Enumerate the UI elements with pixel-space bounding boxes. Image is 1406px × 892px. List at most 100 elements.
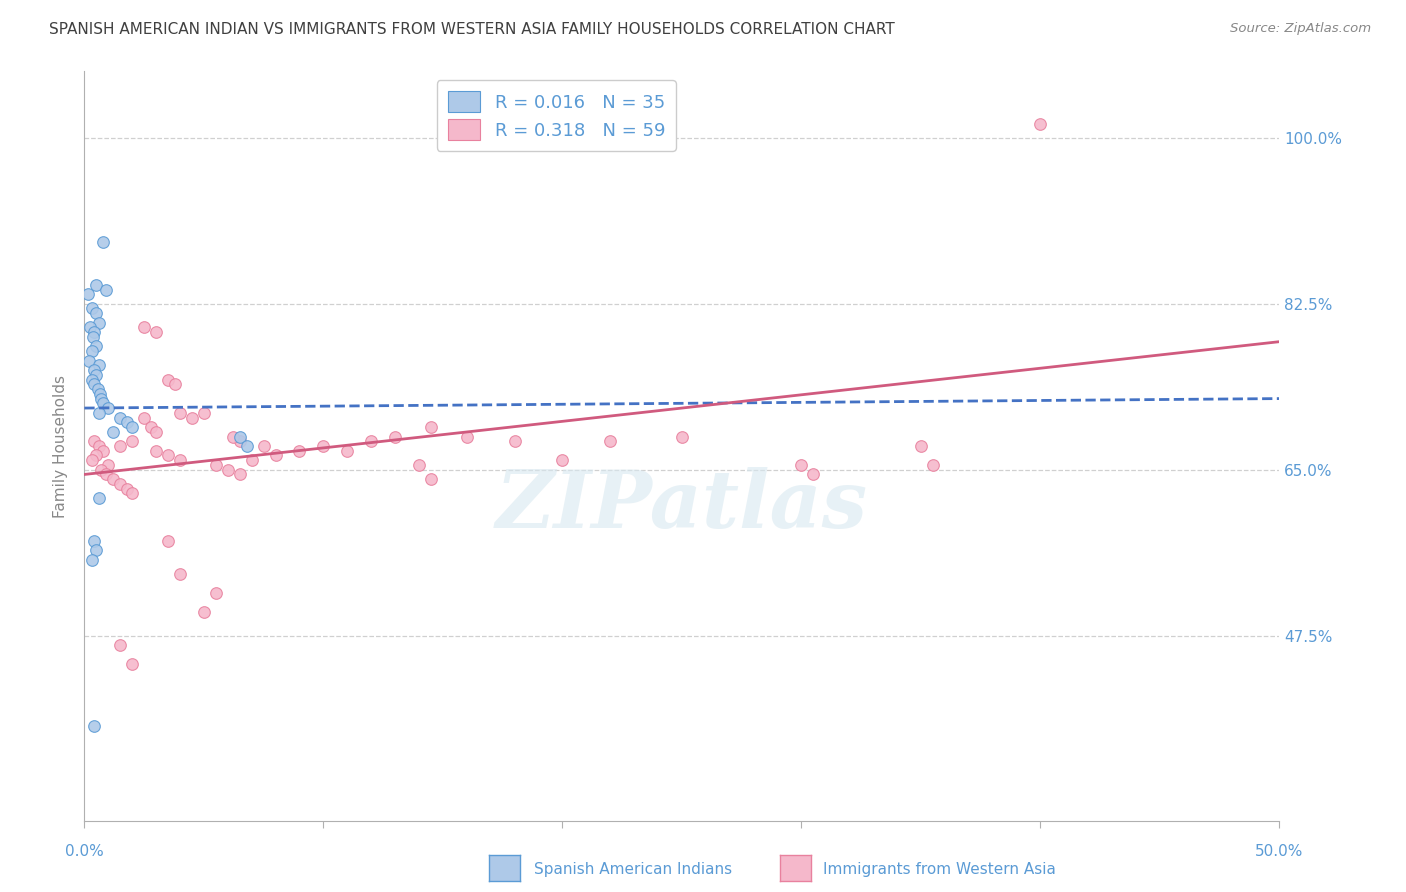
- Point: [110, 638, 132, 652]
- Point: [83, 719, 105, 733]
- Point: [86, 449, 108, 463]
- Point: [80, 453, 103, 467]
- Point: [101, 425, 124, 439]
- Point: [83, 533, 105, 548]
- Point: [86, 339, 108, 353]
- Point: [157, 533, 180, 548]
- Text: Source: ZipAtlas.com: Source: ZipAtlas.com: [1230, 22, 1371, 36]
- Point: [110, 477, 132, 491]
- Point: [229, 467, 252, 482]
- Point: [217, 463, 239, 477]
- Point: [97, 401, 120, 415]
- Point: [221, 429, 243, 443]
- Point: [420, 420, 443, 434]
- Point: [117, 415, 139, 429]
- Point: [336, 443, 359, 458]
- Point: [141, 420, 163, 434]
- Point: [110, 410, 132, 425]
- Point: [671, 429, 693, 443]
- Point: [121, 657, 143, 672]
- Point: [87, 316, 110, 330]
- Point: [264, 449, 287, 463]
- Point: [165, 377, 187, 392]
- Point: [157, 449, 180, 463]
- Point: [79, 320, 101, 334]
- Point: [90, 463, 112, 477]
- Point: [132, 320, 156, 334]
- Point: [790, 458, 813, 472]
- Point: [121, 486, 143, 500]
- Point: [503, 434, 526, 449]
- Point: [169, 406, 191, 420]
- Point: [236, 439, 259, 453]
- Point: [110, 439, 132, 453]
- Text: 0.0%: 0.0%: [65, 845, 104, 859]
- Point: [86, 382, 108, 396]
- Point: [90, 392, 112, 406]
- Point: [83, 363, 105, 377]
- Point: [922, 458, 945, 472]
- Point: [117, 482, 139, 496]
- Text: ZIPatlas: ZIPatlas: [496, 467, 868, 545]
- Point: [169, 453, 191, 467]
- Point: [312, 439, 335, 453]
- Point: [181, 410, 204, 425]
- Point: [86, 277, 108, 292]
- Point: [80, 344, 103, 359]
- Point: [240, 453, 263, 467]
- Point: [87, 359, 110, 373]
- Point: [910, 439, 932, 453]
- Point: [97, 458, 120, 472]
- Point: [599, 434, 621, 449]
- Point: [193, 406, 215, 420]
- Point: [80, 373, 103, 387]
- Point: [87, 439, 110, 453]
- Point: [86, 306, 108, 320]
- Point: [205, 586, 228, 600]
- Point: [121, 420, 143, 434]
- Point: [121, 434, 143, 449]
- Point: [205, 458, 228, 472]
- Y-axis label: Family Households: Family Households: [53, 375, 69, 517]
- Point: [94, 283, 117, 297]
- Text: Immigrants from Western Asia: Immigrants from Western Asia: [823, 863, 1056, 877]
- Point: [87, 491, 110, 505]
- Point: [77, 353, 100, 368]
- Point: [132, 410, 156, 425]
- Point: [80, 301, 103, 316]
- Point: [145, 425, 167, 439]
- Point: [82, 330, 104, 344]
- Point: [77, 287, 100, 301]
- Text: 50.0%: 50.0%: [1256, 845, 1303, 859]
- Point: [145, 325, 167, 339]
- Point: [408, 458, 430, 472]
- Point: [1029, 116, 1052, 130]
- Point: [193, 605, 215, 619]
- Point: [89, 387, 111, 401]
- Point: [551, 453, 574, 467]
- Point: [93, 235, 115, 249]
- Point: [93, 396, 115, 410]
- Point: [145, 443, 167, 458]
- Text: SPANISH AMERICAN INDIAN VS IMMIGRANTS FROM WESTERN ASIA FAMILY HOUSEHOLDS CORREL: SPANISH AMERICAN INDIAN VS IMMIGRANTS FR…: [49, 22, 896, 37]
- Point: [360, 434, 382, 449]
- Point: [80, 553, 103, 567]
- Point: [83, 325, 105, 339]
- Point: [384, 429, 406, 443]
- Point: [87, 406, 110, 420]
- Point: [83, 434, 105, 449]
- Point: [93, 443, 115, 458]
- Point: [288, 443, 311, 458]
- Point: [157, 373, 180, 387]
- Point: [803, 467, 825, 482]
- Point: [253, 439, 276, 453]
- Point: [229, 434, 252, 449]
- Point: [101, 472, 124, 486]
- Point: [86, 368, 108, 382]
- Text: Spanish American Indians: Spanish American Indians: [534, 863, 733, 877]
- Legend: R = 0.016   N = 35, R = 0.318   N = 59: R = 0.016 N = 35, R = 0.318 N = 59: [437, 80, 676, 151]
- Point: [229, 429, 252, 443]
- Point: [169, 567, 191, 582]
- Point: [94, 467, 117, 482]
- Point: [83, 377, 105, 392]
